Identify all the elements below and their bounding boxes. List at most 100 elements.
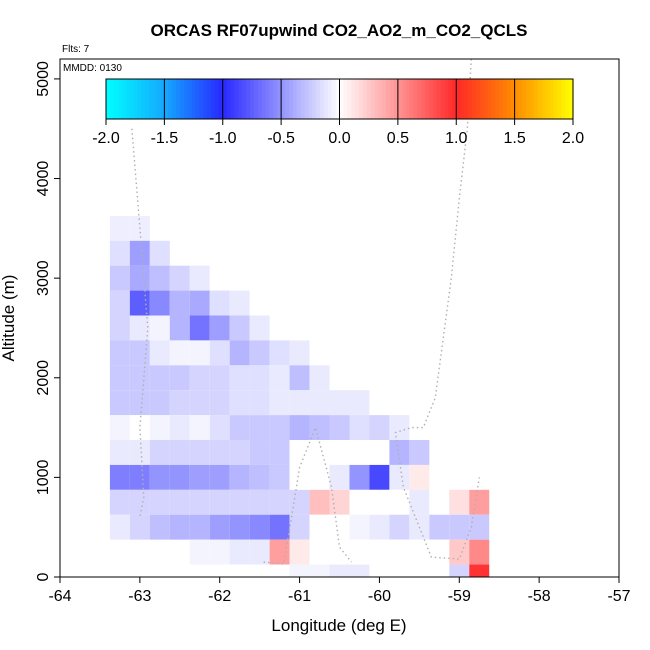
heatmap-cell [289, 365, 310, 391]
heatmap-cell [109, 240, 130, 266]
colorbar-swatch [152, 79, 158, 119]
heatmap-cell [129, 290, 150, 316]
colorbar-swatch [257, 79, 263, 119]
heatmap-cell [269, 415, 290, 441]
colorbar-swatch [440, 79, 446, 119]
colorbar-swatch [249, 79, 255, 119]
x-tick-label: -58 [528, 588, 551, 605]
heatmap-cell [189, 514, 210, 540]
colorbar-swatch [292, 79, 298, 119]
colorbar-swatch [246, 79, 251, 119]
heatmap-cell [349, 464, 370, 490]
flight-tracks [131, 58, 480, 565]
x-tick-label: -61 [288, 588, 311, 605]
heatmap-cell [149, 365, 170, 391]
colorbar-swatch [444, 79, 450, 119]
colorbar-swatch [432, 79, 438, 119]
heatmap-cell [229, 365, 250, 391]
colorbar-swatch [421, 79, 426, 119]
colorbar-swatch [218, 79, 224, 119]
heatmap-cell [309, 464, 330, 490]
colorbar-swatch [261, 79, 267, 119]
heatmap-cell [349, 440, 370, 465]
heatmap-cell [209, 390, 230, 416]
colorbar-swatch [464, 79, 469, 119]
heatmap-cell [189, 340, 210, 366]
colorbar-swatch [148, 79, 154, 119]
colorbar-tick-label: 0.0 [328, 130, 350, 147]
heatmap-cell [189, 464, 210, 490]
heatmap-cell [189, 489, 210, 515]
colorbar-swatch [191, 79, 197, 119]
heatmap-cell [129, 265, 150, 291]
colorbar-swatch [176, 79, 181, 119]
heatmap-cell [269, 440, 290, 465]
heatmap-cell [149, 489, 170, 515]
colorbar-swatch [483, 79, 488, 119]
colorbar-swatch [242, 79, 247, 119]
colorbar-swatch [141, 79, 146, 119]
heatmap-cell [209, 315, 230, 341]
heatmap-cell [109, 365, 130, 391]
colorbar-swatch [358, 79, 364, 119]
heatmap-cell [129, 365, 150, 391]
heatmap-cell [389, 539, 410, 565]
heatmap-cell [249, 489, 270, 515]
heatmap-cell [429, 564, 450, 577]
heatmap-cell [189, 315, 210, 341]
colorbar-swatch [518, 79, 524, 119]
colorbar-swatch [265, 79, 271, 119]
heatmap-cell [149, 514, 170, 540]
colorbar-swatch [522, 79, 527, 119]
heatmap-cell [369, 415, 390, 441]
heatmap-cell [149, 265, 170, 291]
heatmap-cell [249, 315, 270, 341]
y-tick-label: 1000 [35, 459, 52, 495]
colorbar-swatch [479, 79, 485, 119]
heatmap-cell [329, 564, 350, 577]
colorbar-swatch [510, 79, 516, 119]
y-tick-label: 4000 [35, 161, 52, 197]
heatmap-cell [309, 564, 330, 577]
heatmap-cell [149, 464, 170, 490]
heatmap-cell [169, 489, 190, 515]
heatmap-cell [209, 514, 230, 540]
heatmap-cell [269, 390, 290, 416]
colorbar-swatch [549, 79, 555, 119]
heatmap-cell [369, 489, 390, 515]
heatmap-cell [149, 390, 170, 416]
x-tick-label: -57 [607, 588, 630, 605]
heatmap-cell [449, 564, 470, 577]
colorbar-swatch [160, 79, 165, 119]
heatmap-cell [229, 489, 250, 515]
heatmap-cell [249, 440, 270, 465]
colorbar-swatch [429, 79, 434, 119]
heatmap-cell [169, 340, 190, 366]
heatmap-cell [209, 539, 230, 565]
colorbar-swatch [129, 79, 134, 119]
heatmap-cell [209, 415, 230, 441]
heatmap-cell [209, 365, 230, 391]
colorbar-swatch [397, 79, 403, 119]
heatmap-cell [249, 390, 270, 416]
heatmap-cell [289, 514, 310, 540]
heatmap-cell [149, 340, 170, 366]
colorbar-swatch [495, 79, 500, 119]
heatmap-cell [469, 564, 490, 577]
heatmap-cell [189, 365, 210, 391]
heatmap-cell [329, 440, 350, 465]
colorbar-tick-label: 2.0 [562, 130, 584, 147]
mmdd-label: MMDD: 0130 [63, 63, 122, 74]
heatmap-cell [369, 564, 390, 577]
colorbar-swatch [491, 79, 496, 119]
colorbar-swatch [106, 79, 111, 119]
heatmap-cell [309, 365, 330, 391]
heatmap-cell [389, 514, 410, 540]
colorbar-swatch [409, 79, 415, 119]
y-tick-label: 5000 [35, 61, 52, 97]
heatmap-cell [129, 464, 150, 490]
y-axis: 0 1000 2000 3000 4000 5000 [35, 61, 60, 581]
colorbar-swatch [460, 79, 465, 119]
heatmap-cell [329, 464, 350, 490]
heatmap-cell [109, 489, 130, 515]
